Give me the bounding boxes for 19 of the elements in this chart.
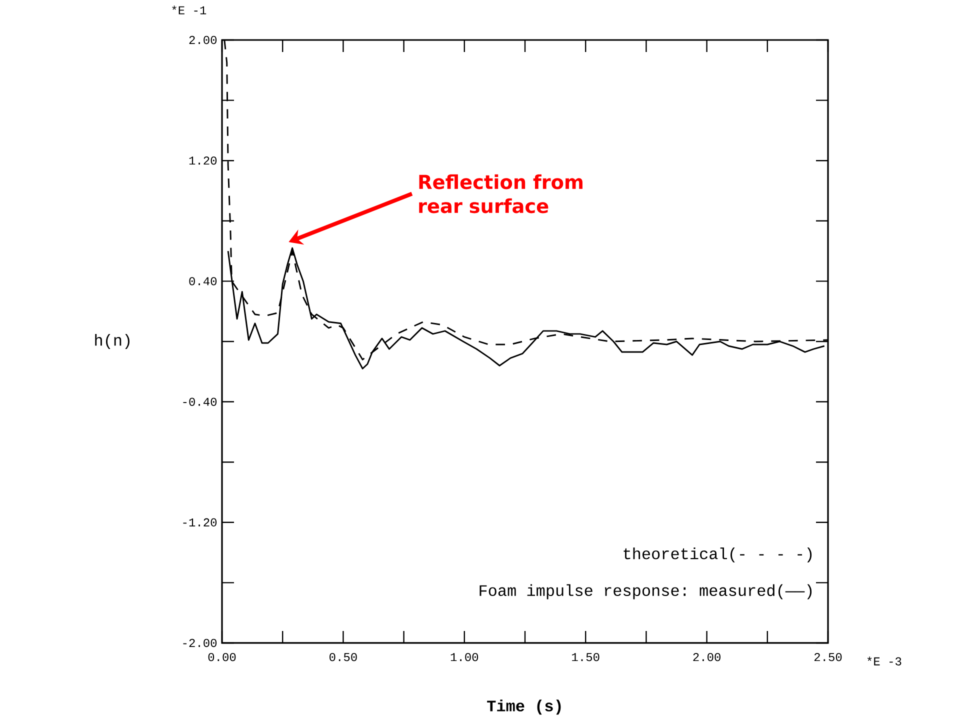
- y-tick-label: -0.40: [183, 398, 217, 406]
- y-axis-title: h(n): [95, 334, 130, 349]
- y-tick-label: -2.00: [183, 638, 217, 648]
- annotation: theoretical(- - - -): [624, 548, 812, 562]
- y-tick-label: 1.20: [189, 156, 217, 165]
- x-tick-label: 2.50: [814, 653, 842, 662]
- y-tick-label: 0.40: [189, 277, 217, 286]
- x-axis-title: Time (s): [487, 700, 561, 715]
- text: *E -3: [867, 656, 902, 666]
- annotation: Reflection from rear surface: [419, 174, 582, 214]
- text: *E -1: [172, 6, 206, 14]
- y-tick-label: 2.00: [189, 36, 217, 44]
- x-tick-label: 1.50: [572, 653, 600, 662]
- x-tick-label: 0.50: [330, 653, 357, 662]
- x-tick-label: 1.00: [450, 653, 478, 662]
- x-tick-label: 0.00: [208, 653, 236, 662]
- x-tick-label: 2.00: [693, 653, 720, 662]
- annotation: Foam impulse response: measured(——): [480, 584, 812, 600]
- y-tick-label: -1.20: [183, 518, 217, 526]
